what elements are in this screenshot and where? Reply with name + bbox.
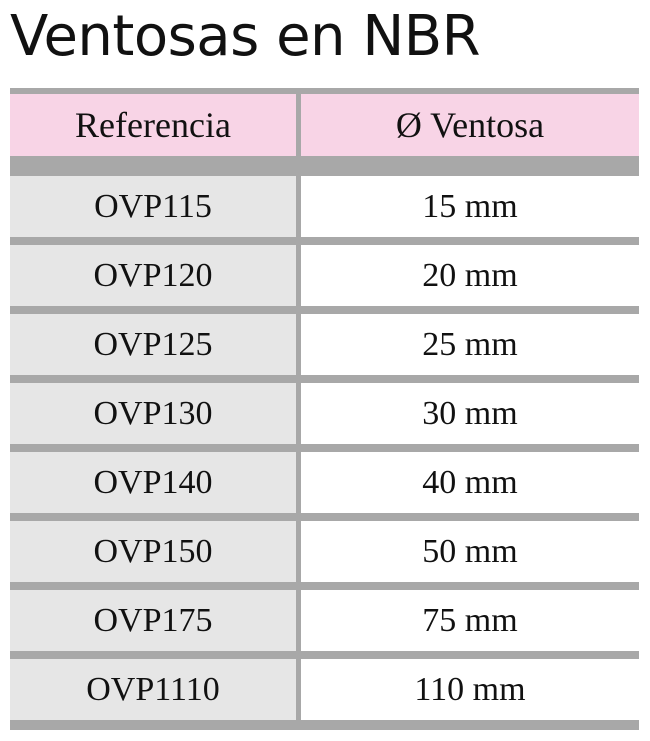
diameter-cell: 25 mm (301, 314, 639, 375)
header-reference: Referencia (10, 94, 296, 156)
diameter-cell: 15 mm (301, 176, 639, 237)
table-row: OVP120 20 mm (10, 245, 639, 306)
table-row: OVP1110 110 mm (10, 659, 639, 720)
table-row: OVP115 15 mm (10, 176, 639, 237)
table-row: OVP175 75 mm (10, 590, 639, 651)
diameter-cell: 20 mm (301, 245, 639, 306)
reference-cell: OVP140 (10, 452, 296, 513)
table-row: OVP150 50 mm (10, 521, 639, 582)
reference-cell: OVP175 (10, 590, 296, 651)
reference-cell: OVP125 (10, 314, 296, 375)
reference-cell: OVP130 (10, 383, 296, 444)
reference-cell: OVP115 (10, 176, 296, 237)
reference-cell: OVP120 (10, 245, 296, 306)
table-header-row: Referencia Ø Ventosa (10, 94, 639, 156)
diameter-cell: 50 mm (301, 521, 639, 582)
diameter-cell: 40 mm (301, 452, 639, 513)
table-row: OVP130 30 mm (10, 383, 639, 444)
table-row: OVP125 25 mm (10, 314, 639, 375)
reference-cell: OVP150 (10, 521, 296, 582)
reference-cell: OVP1110 (10, 659, 296, 720)
diameter-cell: 110 mm (301, 659, 639, 720)
diameter-cell: 30 mm (301, 383, 639, 444)
page-title: Ventosas en NBR (10, 4, 481, 69)
header-diameter: Ø Ventosa (301, 94, 639, 156)
table-row: OVP140 40 mm (10, 452, 639, 513)
suction-cup-table: Referencia Ø Ventosa OVP115 15 mm OVP120… (10, 88, 639, 730)
diameter-cell: 75 mm (301, 590, 639, 651)
